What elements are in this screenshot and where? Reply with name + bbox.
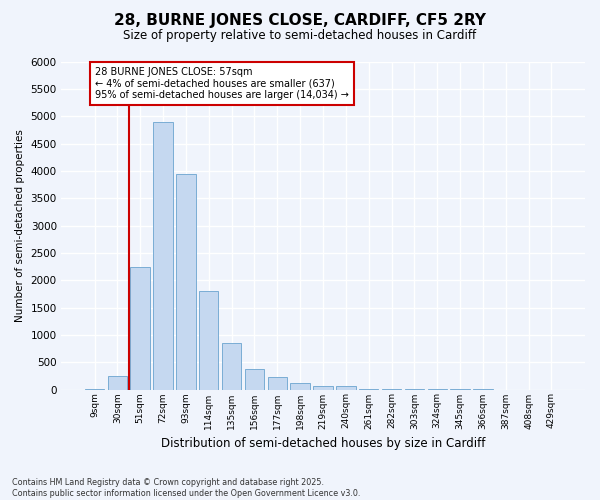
Bar: [154, 122, 173, 390]
Text: Contains HM Land Registry data © Crown copyright and database right 2025.
Contai: Contains HM Land Registry data © Crown c…: [12, 478, 361, 498]
Bar: [268, 378, 287, 390]
Bar: [313, 386, 332, 390]
Bar: [359, 389, 379, 390]
Y-axis label: Number of semi-detached properties: Number of semi-detached properties: [15, 129, 25, 322]
Bar: [336, 386, 356, 390]
Bar: [176, 174, 196, 390]
Bar: [290, 383, 310, 390]
Text: 28, BURNE JONES CLOSE, CARDIFF, CF5 2RY: 28, BURNE JONES CLOSE, CARDIFF, CF5 2RY: [114, 12, 486, 28]
Bar: [222, 343, 241, 390]
Bar: [107, 376, 127, 390]
Bar: [199, 291, 218, 390]
X-axis label: Distribution of semi-detached houses by size in Cardiff: Distribution of semi-detached houses by …: [161, 437, 485, 450]
Bar: [245, 368, 264, 390]
Bar: [130, 266, 150, 390]
Text: 28 BURNE JONES CLOSE: 57sqm
← 4% of semi-detached houses are smaller (637)
95% o: 28 BURNE JONES CLOSE: 57sqm ← 4% of semi…: [95, 67, 349, 100]
Text: Size of property relative to semi-detached houses in Cardiff: Size of property relative to semi-detach…: [124, 29, 476, 42]
